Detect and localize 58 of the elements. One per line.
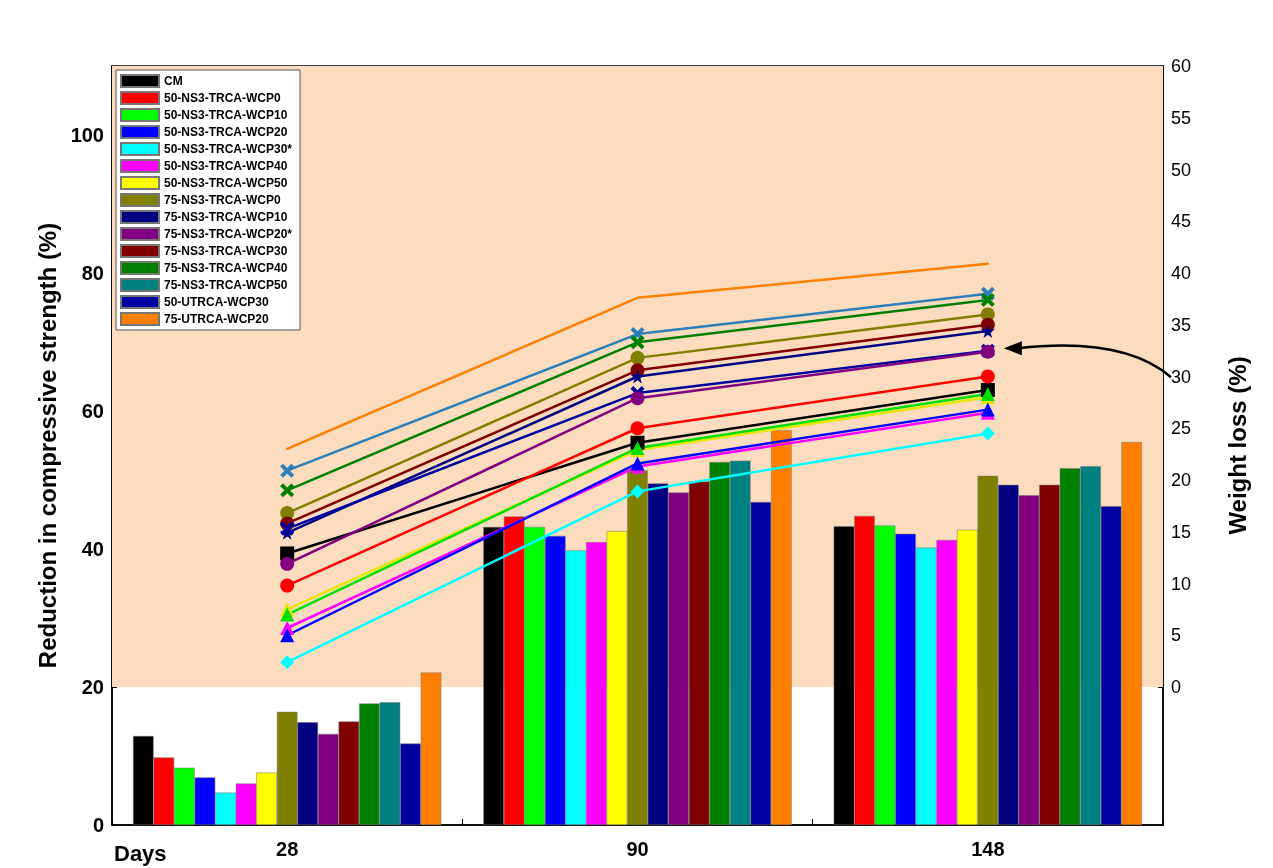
point — [980, 323, 995, 338]
legend-label: 75-NS3-TRCA-WCP0 — [164, 193, 281, 207]
y2-tick-label: 30 — [1171, 366, 1192, 387]
legend-label: 50-NS3-TRCA-WCP30* — [164, 142, 293, 156]
point — [630, 391, 645, 406]
legend-label: 50-NS3-TRCA-WCP40 — [164, 159, 288, 173]
y2-tick-label: 0 — [1171, 677, 1182, 697]
point — [280, 483, 295, 498]
point — [630, 335, 645, 350]
y-tick-label: 60 — [81, 400, 104, 422]
point — [630, 484, 645, 499]
legend-label: CM — [164, 74, 183, 88]
point — [980, 292, 995, 307]
y-tick-label: 0 — [92, 814, 104, 836]
point — [630, 421, 645, 436]
point — [280, 578, 295, 593]
y2-tick-label: 15 — [1171, 521, 1192, 542]
legend-label: 50-NS3-TRCA-WCP50 — [164, 176, 288, 190]
legend-label: 75-NS3-TRCA-WCP30 — [164, 244, 288, 258]
y2-tick-label: 25 — [1171, 418, 1192, 439]
point — [280, 655, 295, 670]
legend-label: 75-NS3-TRCA-WCP10 — [164, 210, 288, 224]
y2-tick-label: 40 — [1171, 263, 1192, 283]
legend-label: 50-NS3-TRCA-WCP0 — [164, 91, 281, 105]
legend-label: 50-UTRCA-WCP30 — [164, 295, 269, 309]
y2-tick-label: 60 — [1171, 56, 1192, 76]
point — [280, 607, 295, 622]
point — [280, 628, 295, 643]
y2-tick-label: 20 — [1171, 470, 1192, 490]
y-tick-label: 100 — [70, 124, 104, 146]
y2-tick-label: 55 — [1171, 107, 1192, 128]
legend-label: 75-UTRCA-WCP20 — [164, 312, 269, 326]
x-axis-title: Days — [114, 840, 167, 866]
point — [280, 521, 295, 536]
point — [630, 369, 645, 384]
legend-label: 50-NS3-TRCA-WCP20 — [164, 125, 288, 139]
y2-tick-label: 10 — [1171, 573, 1192, 594]
y2-tick-label: 35 — [1171, 314, 1192, 335]
y-axis-title: Reduction in compressive strength (%) — [34, 222, 62, 669]
point — [980, 369, 995, 384]
x-tick-label: 28 — [276, 838, 299, 860]
legend-label: 50-NS3-TRCA-WCP10 — [164, 108, 288, 122]
y-tick-label: 80 — [81, 262, 104, 284]
legend-label: 75-NS3-TRCA-WCP20* — [164, 227, 293, 241]
y2-axis-title: Weight loss (%) — [1223, 356, 1251, 535]
y2-tick-label: 50 — [1171, 159, 1192, 180]
y-tick-label: 20 — [81, 676, 104, 698]
point — [280, 463, 295, 478]
x-tick-label: 90 — [626, 838, 649, 860]
point — [280, 556, 295, 571]
point — [980, 426, 995, 441]
y2-tick-label: 5 — [1171, 625, 1182, 646]
y2-tick-label: 45 — [1171, 211, 1192, 232]
x-tick-label: 148 — [971, 838, 1005, 860]
point — [630, 350, 645, 365]
legend-label: 75-NS3-TRCA-WCP40 — [164, 261, 288, 275]
y-tick-label: 40 — [81, 538, 104, 560]
legend-label: 75-NS3-TRCA-WCP50 — [164, 278, 288, 292]
